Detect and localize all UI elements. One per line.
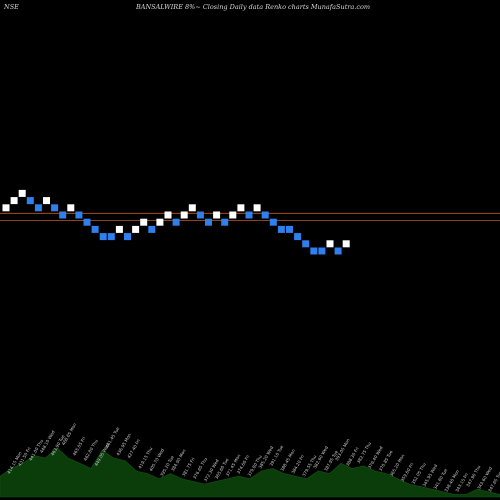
- renko-brick-up: [156, 218, 164, 226]
- renko-brick-up: [213, 211, 221, 219]
- renko-brick-up: [237, 204, 245, 212]
- renko-brick-up: [2, 204, 10, 212]
- volume-label: 441.45 Tue: [104, 426, 120, 449]
- renko-brick-down: [245, 211, 253, 219]
- renko-brick-up: [67, 204, 75, 212]
- renko-brick-up: [188, 204, 196, 212]
- renko-brick-down: [148, 225, 156, 233]
- renko-brick-down: [294, 233, 302, 241]
- renko-brick-down: [51, 204, 59, 212]
- renko-brick-up: [326, 240, 334, 248]
- volume-label: 465.05 Fri: [72, 436, 87, 457]
- renko-brick-up: [115, 225, 123, 233]
- renko-brick-up: [164, 211, 172, 219]
- volume-panel: [0, 447, 500, 498]
- renko-brick-down: [91, 225, 99, 233]
- renko-brick-down: [196, 211, 204, 219]
- renko-brick-down: [205, 218, 212, 226]
- renko-brick-up: [140, 218, 148, 226]
- renko-brick-down: [334, 247, 342, 255]
- renko-brick-down: [83, 218, 91, 226]
- renko-brick-down: [310, 247, 318, 255]
- renko-bricks: [2, 189, 350, 255]
- renko-brick-up: [253, 204, 261, 212]
- renko-brick-down: [277, 225, 285, 233]
- renko-brick-down: [269, 218, 277, 226]
- volume-area: [0, 447, 500, 498]
- renko-brick-down: [286, 225, 293, 233]
- renko-brick-down: [302, 240, 310, 248]
- renko-brick-down: [107, 233, 115, 241]
- renko-brick-down: [99, 233, 107, 241]
- renko-brick-down: [124, 233, 131, 241]
- renko-brick-down: [221, 218, 229, 226]
- renko-brick-down: [172, 218, 180, 226]
- renko-brick-up: [18, 189, 26, 197]
- renko-brick-up: [132, 225, 140, 233]
- renko-brick-down: [26, 197, 34, 205]
- renko-brick-down: [59, 211, 67, 219]
- renko-brick-up: [43, 197, 50, 205]
- renko-brick-up: [229, 211, 237, 219]
- renko-brick-up: [10, 197, 18, 205]
- renko-brick-down: [34, 204, 42, 212]
- renko-brick-down: [318, 247, 326, 255]
- volume-label: 468.65 Mon: [61, 422, 78, 446]
- renko-brick-down: [261, 211, 269, 219]
- renko-brick-down: [75, 211, 83, 219]
- exchange-label: NSE: [4, 3, 19, 11]
- chart-title: BANSALWIRE 8%~ Closing Daily data Renko …: [136, 3, 371, 11]
- renko-brick-up: [180, 211, 188, 219]
- volume-label: 427.40 Fri: [126, 438, 141, 459]
- renko-brick-up: [342, 240, 350, 248]
